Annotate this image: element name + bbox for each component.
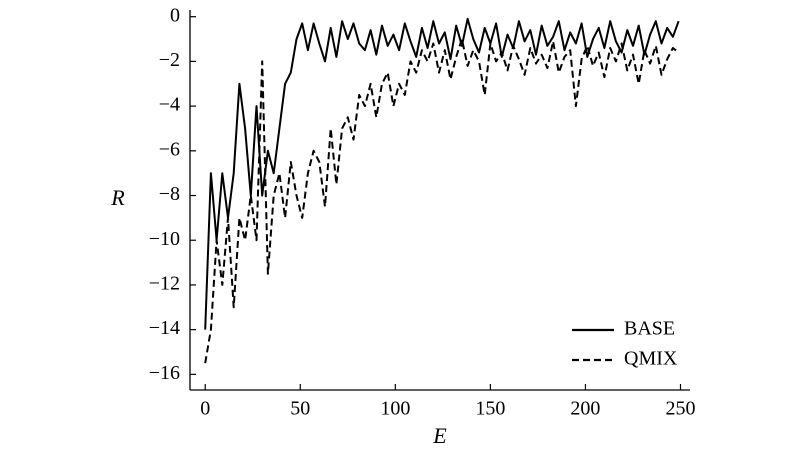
y-tick-label: −6 [159,138,180,160]
y-tick-label: −14 [149,317,180,339]
series-line [204,17,680,330]
y-tick-label: −4 [159,94,180,116]
x-tick-label: 100 [380,398,410,420]
x-tick-label: 50 [290,398,310,420]
x-tick-label: 150 [475,398,505,420]
series-line [204,38,680,364]
y-axis-label: R [110,185,125,210]
x-tick-label: 250 [665,398,695,420]
y-tick-label: −16 [149,362,180,384]
y-tick-label: −8 [159,183,180,205]
x-axis-label: E [432,423,447,448]
x-tick-label: 0 [200,398,210,420]
legend-label: BASE [624,318,675,340]
y-tick-label: −10 [149,228,180,250]
x-tick-label: 200 [570,398,600,420]
y-tick-label: −12 [149,273,180,295]
legend-label: QMIX [624,348,678,370]
y-tick-label: −2 [159,49,180,71]
y-tick-label: 0 [170,4,180,26]
